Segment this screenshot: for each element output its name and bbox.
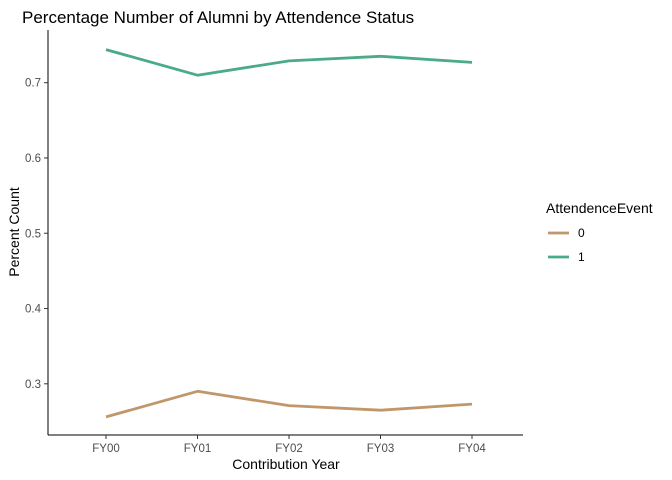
x-tick-label: FY00 [92,443,120,455]
y-tick-label: 0.5 [25,228,41,240]
y-tick-label: 0.6 [25,153,41,165]
series-line-0 [105,389,473,419]
chart-title: Percentage Number of Alumni by Attendenc… [22,8,414,27]
x-axis-ticks: FY00 FY01 FY02 FY03 FY04 [92,435,486,455]
x-tick-label: FY03 [367,443,395,455]
legend-title: AttendenceEvent [546,200,653,216]
y-tick-label: 0.3 [25,379,41,391]
y-axis-ticks: 0.3 0.4 0.5 0.6 0.7 [25,78,48,391]
series-line-1 [105,48,473,77]
x-tick-label: FY04 [458,443,486,455]
legend: AttendenceEvent 0 1 [546,200,653,264]
x-tick-label: FY02 [275,443,303,455]
y-tick-label: 0.4 [25,304,42,316]
y-tick-label: 0.7 [25,78,41,90]
legend-label-0: 0 [578,226,585,240]
x-axis-title: Contribution Year [232,456,340,472]
x-tick-label: FY01 [184,443,212,455]
y-axis-title: Percent Count [6,187,22,277]
plot-area [105,48,473,419]
legend-label-1: 1 [578,250,585,264]
